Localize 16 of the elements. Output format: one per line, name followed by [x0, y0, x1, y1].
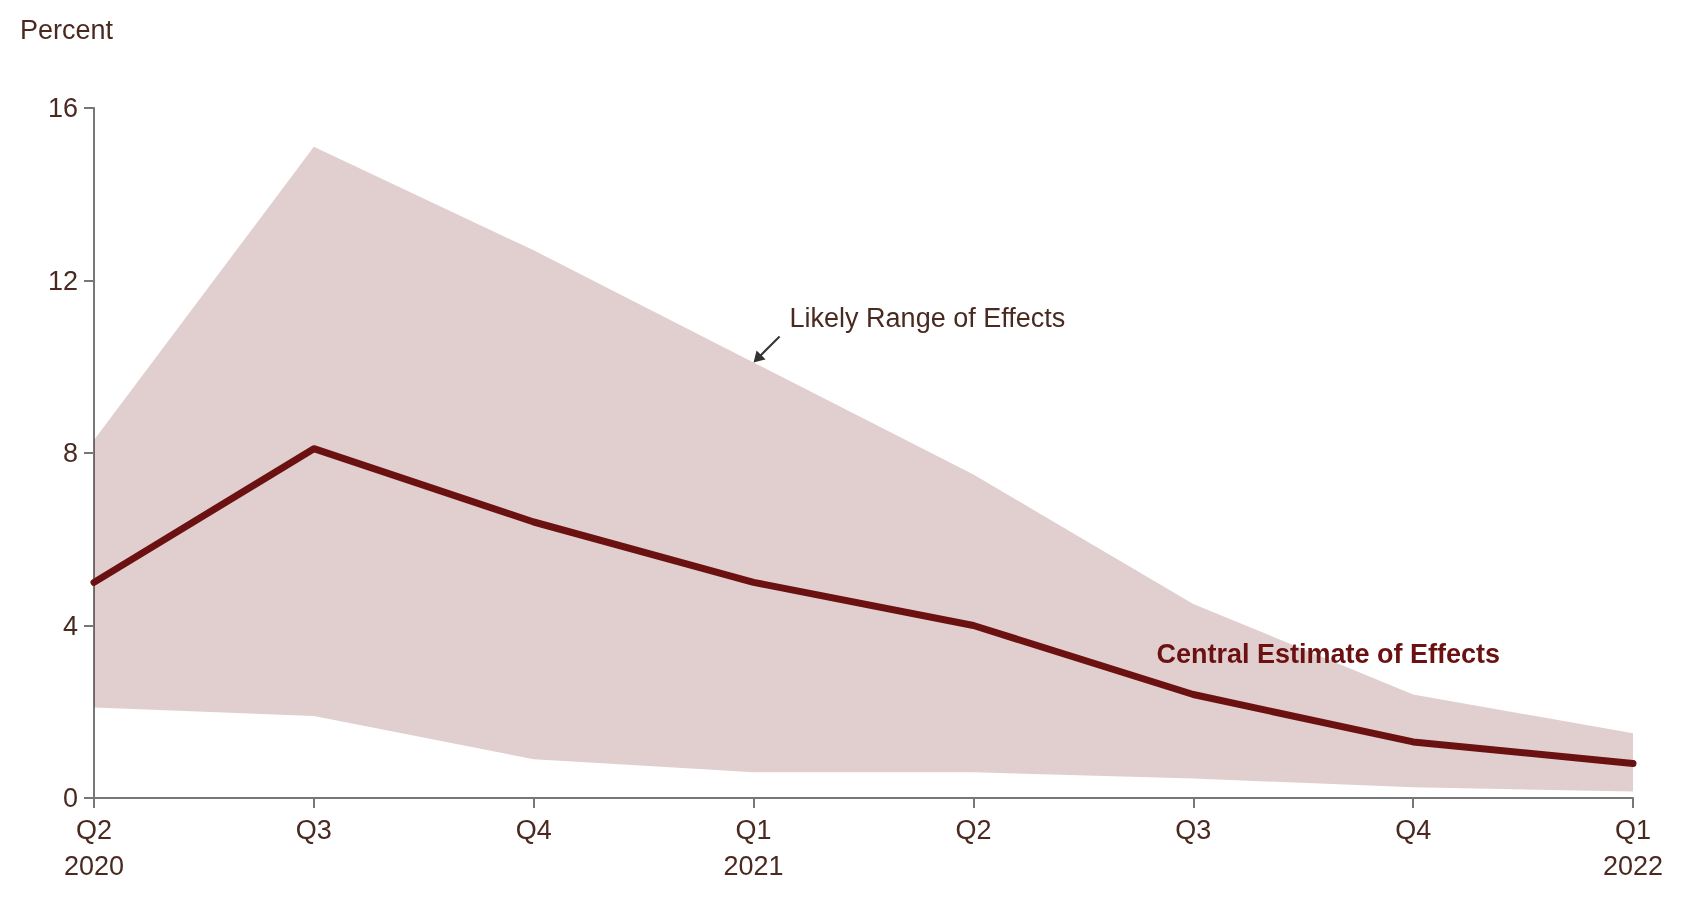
x-tick-label: Q4: [515, 815, 552, 845]
x-tick-label: Q2 2020: [63, 815, 125, 881]
x-tick-label: Q1 2022: [1602, 815, 1664, 881]
y-tick-label: 4: [62, 610, 78, 641]
y-tick-label: 8: [62, 438, 78, 468]
x-tick-label: Q4: [1395, 815, 1432, 845]
x-tick-label: Q3: [1175, 815, 1212, 845]
y-tick-label: 12: [47, 265, 78, 296]
y-tick-label: 0: [62, 783, 78, 813]
y-axis-title: Percent: [20, 14, 114, 45]
annotation: Likely Range of Effects: [789, 303, 1066, 334]
series-label: Central Estimate of Effects: [1156, 639, 1501, 669]
x-tick-label: Q1 2021: [723, 815, 784, 881]
x-tick-label: Q2: [955, 815, 992, 845]
x-tick-label: Q3: [295, 815, 332, 845]
y-tick-label: 16: [47, 93, 78, 123]
